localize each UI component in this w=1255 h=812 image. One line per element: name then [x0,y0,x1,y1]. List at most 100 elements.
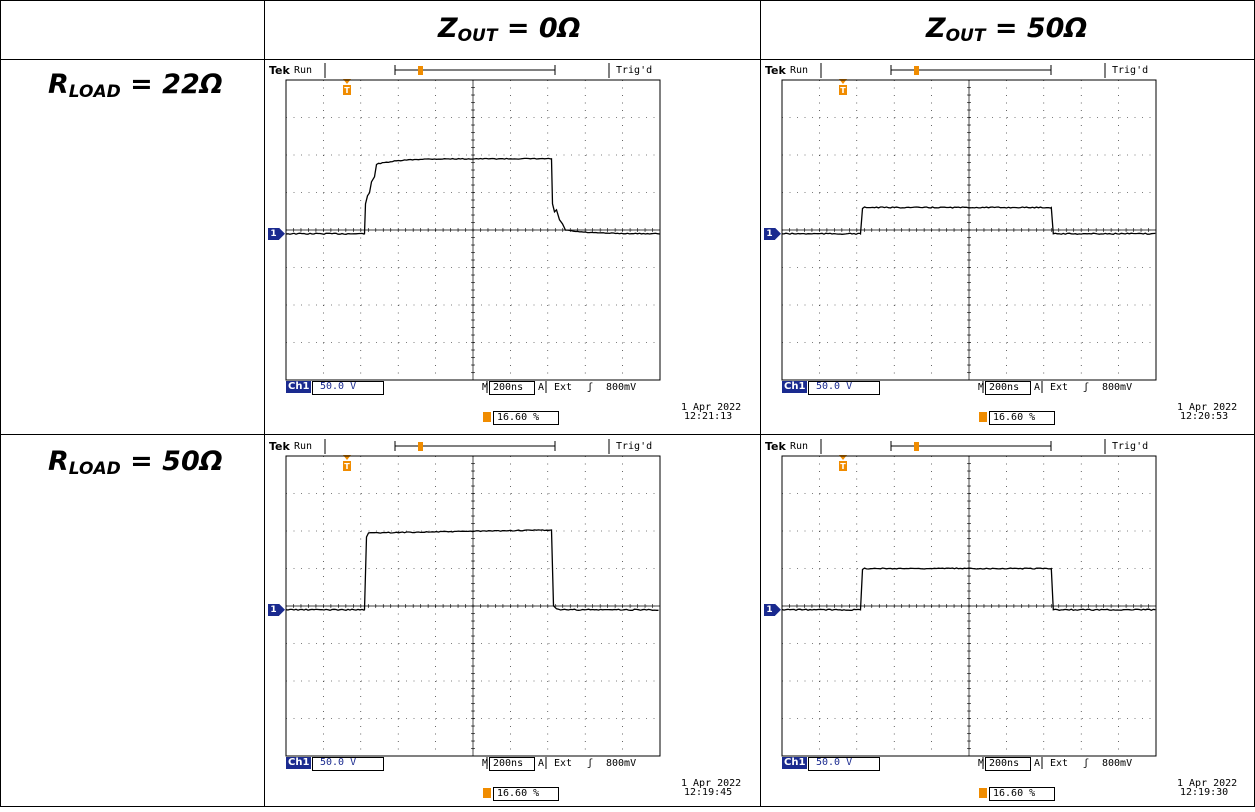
scope-screen: T [775,63,1157,393]
trigger-source: Ext [554,758,573,769]
capture-date: 1 Apr 2022 [681,402,742,413]
trigger-position-box [493,787,559,801]
trigger-mode-label: A [1034,758,1041,769]
capture-time: 12:19:30 [1180,787,1229,798]
graticule [781,455,1157,757]
trigger-level: 800mV [1102,382,1133,393]
ch1-indicator: Ch1 [286,381,312,393]
trigger-slope-icon: ʃ [1083,758,1090,769]
row-header-rload-22: RLOAD = 22Ω [48,69,223,102]
trigger-slope-icon: ʃ [587,758,594,769]
table-border-top [0,0,1255,1]
scope-brand-label: Tek [765,64,786,77]
timebase-box [489,381,535,395]
timebase-box [985,757,1031,771]
trigger-position-icon [483,412,491,422]
record-position-bracket [394,65,556,75]
trigger-level: 800mV [606,382,637,393]
scope-capture-zout0-rload22: Tek Run Trig'd T 1 Ch1 50.0 V M 200ns A Ext ʃ 800mV 1… [267,61,759,436]
scope-brand-label: Tek [269,64,290,77]
record-position-bracket [394,441,556,451]
ch1-scale-value: 50.0 V [816,381,853,392]
svg-text:T: T [344,86,350,95]
column-header-zout-0: ZOUT = 0Ω [438,13,581,46]
ch1-scale-value: 50.0 V [816,757,853,768]
table-divider-col1 [264,0,265,807]
trigger-position-icon [979,412,987,422]
timebase-label: M [482,758,489,769]
scope-screen: T [279,63,661,393]
scope-capture-zout50-rload22: Tek Run Trig'd T 1 Ch1 50.0 V M 200ns A Ext ʃ 800mV 1… [763,61,1255,436]
ch1-scale-box [808,381,880,395]
scope-capture-zout0-rload50: Tek Run Trig'd T 1 Ch1 50.0 V M 200ns A Ext ʃ 800mV 1… [267,437,759,812]
timebase-box [985,381,1031,395]
scope-run-status: Run [790,65,809,76]
ch1-ground-marker: 1 [268,603,279,616]
ch1-indicator: Ch1 [286,757,312,769]
table-divider-row [0,434,1255,435]
trigger-position-marker: T [839,79,847,95]
trigger-position-icon [979,788,987,798]
trigger-position-box [989,787,1055,801]
row-header-rload-50: RLOAD = 50Ω [48,446,223,479]
ch1-ground-marker: 1 [764,603,775,616]
scope-trigger-status: Trig'd [1112,441,1149,452]
timebase-label: M [978,382,985,393]
table-divider-col2 [760,0,761,807]
scope-brand-label: Tek [765,440,786,453]
timebase-value: 200ns [989,382,1020,393]
ch1-scale-box [808,757,880,771]
ch1-waveform-trace [285,157,660,235]
table-divider-header [0,59,1255,60]
scope-run-status: Run [790,441,809,452]
ch1-ground-marker: 1 [764,227,775,240]
scope-screen: T [279,439,661,769]
record-position-bracket [890,441,1052,451]
scope-trigger-status: Trig'd [616,441,653,452]
trigger-level: 800mV [1102,758,1133,769]
trigger-position-value: 16.60 % [993,412,1036,423]
trigger-slope-icon: ʃ [1083,382,1090,393]
timebase-value: 200ns [989,758,1020,769]
graticule [781,79,1157,381]
timebase-value: 200ns [493,382,524,393]
table-border-left [0,0,1,807]
timebase-label: M [482,382,489,393]
trigger-source: Ext [1050,758,1069,769]
trigger-position-marker: T [343,79,351,95]
ch1-scale-box [312,381,384,395]
capture-time: 12:21:13 [684,411,733,422]
ch1-indicator: Ch1 [782,757,808,769]
capture-time: 12:20:53 [1180,411,1229,422]
trigger-position-value: 16.60 % [497,412,540,423]
trigger-position-marker: T [343,455,351,471]
capture-date: 1 Apr 2022 [1177,778,1238,789]
svg-text:T: T [840,462,846,471]
scope-run-status: Run [294,65,313,76]
trigger-position-icon [483,788,491,798]
trigger-source: Ext [554,382,573,393]
trigger-slope-icon: ʃ [587,382,594,393]
scope-trigger-status: Trig'd [616,65,653,76]
trigger-level: 800mV [606,758,637,769]
trigger-position-marker: T [839,455,847,471]
ch1-ground-marker: 1 [268,227,279,240]
trigger-source: Ext [1050,382,1069,393]
trigger-position-box [493,411,559,425]
capture-date: 1 Apr 2022 [1177,402,1238,413]
trigger-mode-label: A [538,758,545,769]
scope-trigger-status: Trig'd [1112,65,1149,76]
ch1-waveform-trace [285,529,659,611]
graticule [285,455,661,757]
timebase-label: M [978,758,985,769]
ch1-scale-value: 50.0 V [320,757,357,768]
ch1-waveform-trace [781,567,1156,612]
ch1-indicator: Ch1 [782,381,808,393]
record-position-bracket [890,65,1052,75]
trigger-mode-label: A [538,382,545,393]
timebase-value: 200ns [493,758,524,769]
trigger-position-value: 16.60 % [497,788,540,799]
graticule [285,79,661,381]
scope-brand-label: Tek [269,440,290,453]
